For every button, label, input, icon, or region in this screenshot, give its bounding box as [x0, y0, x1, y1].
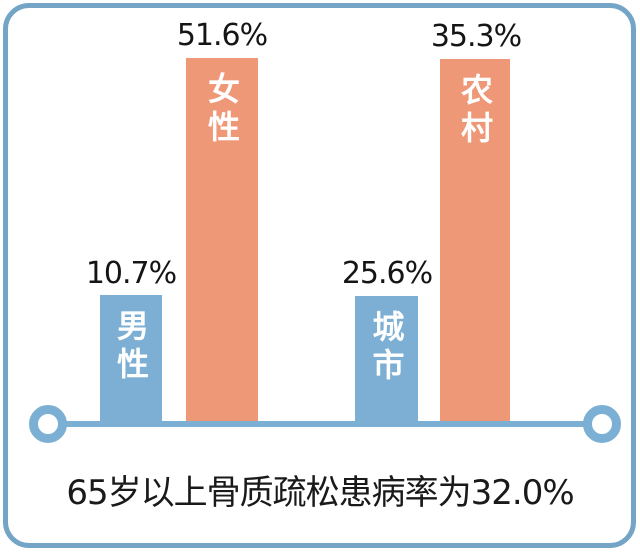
bar-rural: 农村 [440, 59, 510, 421]
bar-label-rural: 农村 [456, 73, 494, 149]
bar-label-female: 女性 [203, 72, 241, 148]
bar-female: 女性 [186, 58, 258, 421]
bar-label-urban: 城市 [367, 310, 406, 386]
value-label-urban: 25.6% [341, 256, 433, 291]
bar-male: 男性 [100, 295, 162, 421]
axis-endpoint-right-ring-icon [583, 405, 621, 443]
bar-label-male: 男性 [112, 309, 150, 385]
rounded-border-frame [3, 3, 636, 548]
bar-urban: 城市 [355, 296, 418, 421]
value-label-female: 51.6% [176, 18, 268, 53]
axis-endpoint-left-ring-icon [29, 405, 67, 443]
value-label-male: 10.7% [85, 256, 177, 291]
caption-text: 65岁以上骨质疏松患病率为32.0% [66, 473, 574, 513]
value-label-rural: 35.3% [430, 19, 522, 54]
axis-baseline [48, 421, 602, 427]
